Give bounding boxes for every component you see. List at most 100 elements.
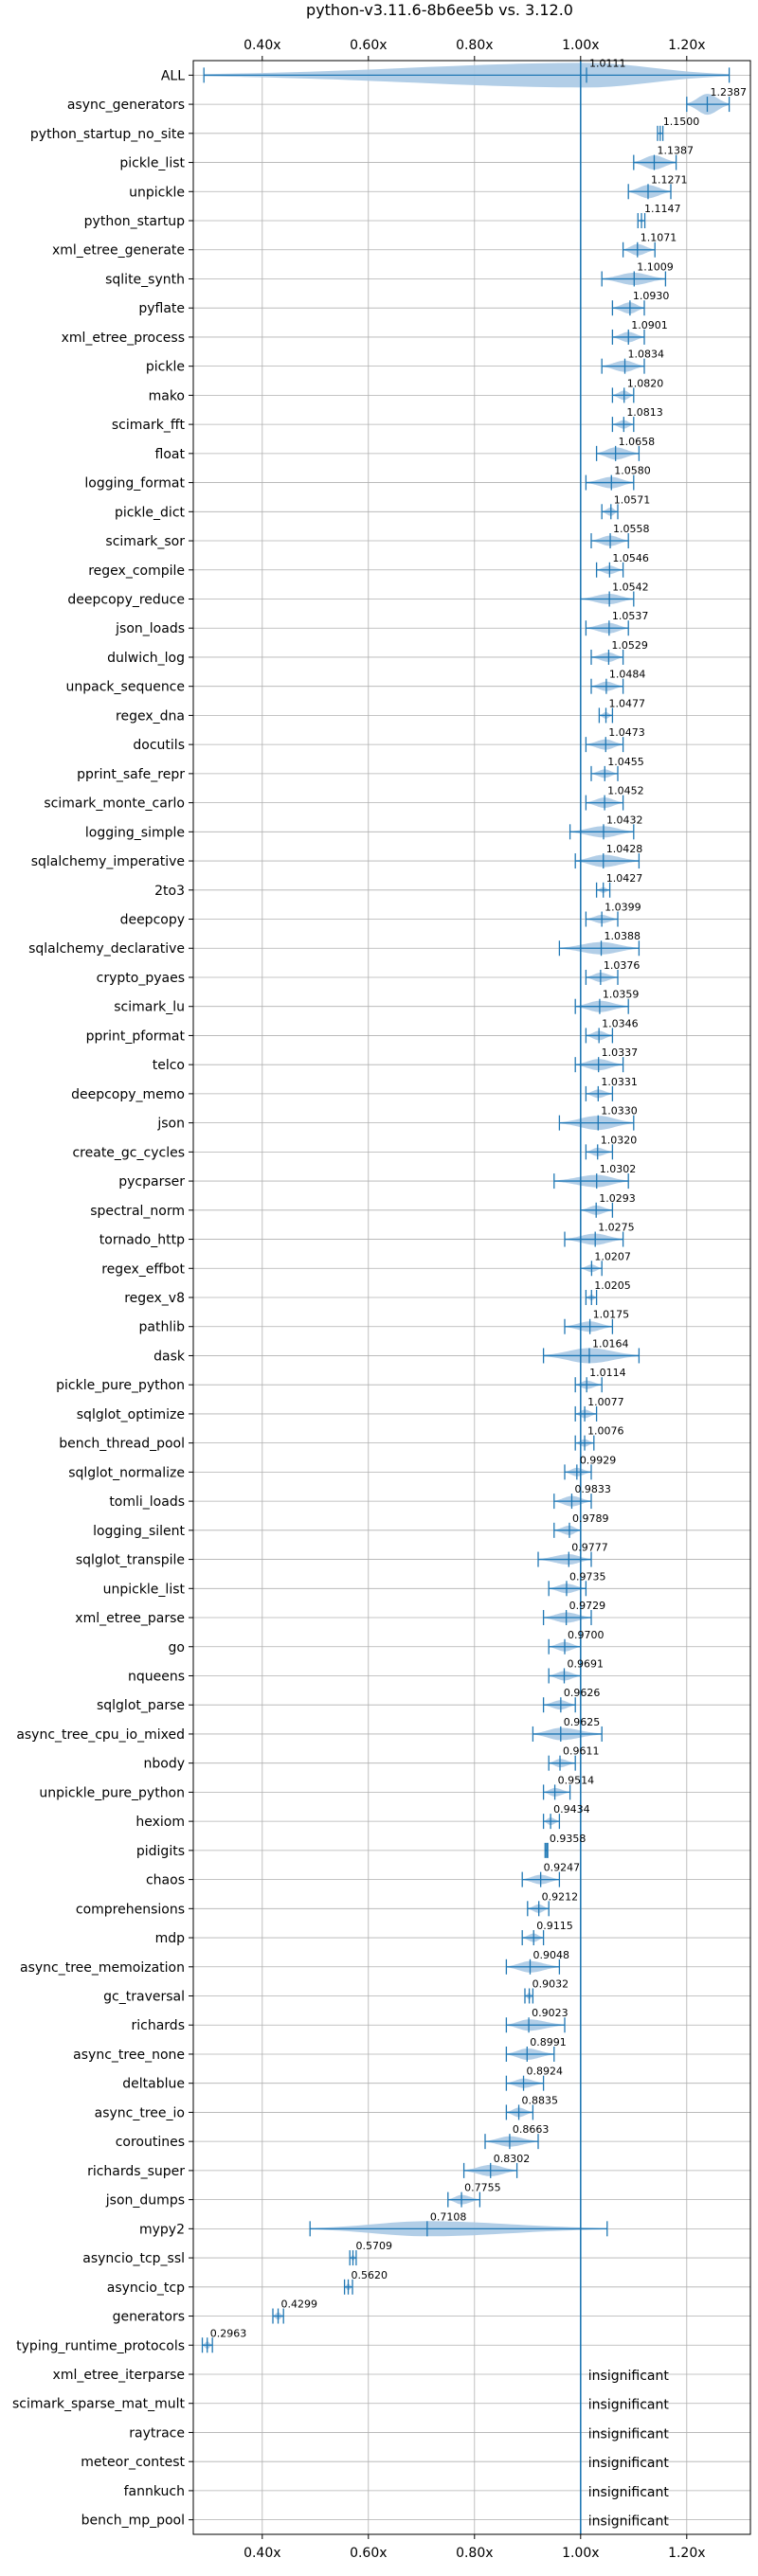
chart-title: python-v3.11.6-8b6ee5b vs. 3.12.0 bbox=[306, 1, 573, 19]
value-label: 1.0077 bbox=[587, 1396, 624, 1408]
insignificant-label: insignificant bbox=[588, 2369, 670, 2384]
x-tick-label-bottom: 1.20x bbox=[668, 2546, 705, 2561]
value-label: 1.0293 bbox=[599, 1192, 636, 1205]
x-tick-label-top: 0.40x bbox=[244, 38, 280, 53]
value-label: 1.0546 bbox=[612, 552, 649, 564]
benchmark-name-label: ALL bbox=[161, 68, 185, 83]
grid-layer bbox=[193, 61, 750, 2534]
value-label: 1.0813 bbox=[626, 406, 663, 419]
benchmark-name-label: regex_compile bbox=[88, 564, 185, 579]
value-label: 1.0558 bbox=[613, 523, 650, 535]
benchmark-name-label: deepcopy_memo bbox=[71, 1087, 185, 1102]
benchmark-name-label: tornado_http bbox=[99, 1233, 185, 1248]
value-label: 1.0388 bbox=[605, 930, 641, 942]
benchmark-name-label: unpickle_list bbox=[103, 1582, 186, 1597]
benchmark-name-label: logging_silent bbox=[93, 1524, 185, 1539]
value-label: 0.9833 bbox=[574, 1483, 611, 1495]
benchmark-name-label: async_tree_none bbox=[73, 2048, 185, 2063]
benchmark-name-label: typing_runtime_protocols bbox=[16, 2338, 185, 2353]
insignificant-label: insignificant bbox=[588, 2426, 670, 2442]
value-label: 0.9729 bbox=[569, 1600, 606, 1612]
x-tick-label-bottom: 0.40x bbox=[244, 2546, 280, 2561]
benchmark-name-label: pprint_pformat bbox=[86, 1029, 186, 1044]
value-label: 1.0537 bbox=[612, 610, 649, 622]
value-label: 0.7108 bbox=[430, 2210, 467, 2223]
value-label: 1.0164 bbox=[592, 1337, 629, 1350]
value-label: 0.9777 bbox=[571, 1542, 608, 1554]
value-label: 0.8924 bbox=[527, 2066, 564, 2078]
value-label: 1.1500 bbox=[663, 116, 700, 128]
violin-layer bbox=[201, 61, 731, 2534]
benchmark-name-label: richards bbox=[132, 2018, 186, 2033]
value-label: 0.5620 bbox=[352, 2269, 388, 2281]
benchmark-name-label: scimark_lu bbox=[114, 1000, 185, 1015]
benchmark-name-label: richards_super bbox=[87, 2164, 185, 2179]
benchmark-name-label: scimark_sor bbox=[105, 534, 185, 549]
value-label: 0.9115 bbox=[536, 1920, 573, 1932]
benchmark-name-label: 2to3 bbox=[154, 884, 185, 899]
axis-layer: 0.40x 0.40x 0.60x 0.60x 0.80x 0.80x 1.00x 1.00x… bbox=[12, 38, 706, 2561]
benchmark-name-label: asyncio_tcp bbox=[107, 2281, 185, 2296]
value-label: 0.8991 bbox=[530, 2036, 567, 2048]
benchmark-name-label: tomli_loads bbox=[109, 1494, 185, 1510]
benchmark-name-label: sqlalchemy_imperative bbox=[31, 854, 185, 869]
benchmark-name-label: pathlib bbox=[139, 1320, 186, 1335]
value-label: 1.0930 bbox=[633, 290, 670, 302]
benchmark-name-label: mdp bbox=[155, 1931, 186, 1946]
value-label: 0.9611 bbox=[563, 1745, 600, 1758]
value-label: 1.0428 bbox=[606, 843, 643, 855]
insignificant-label: insignificant bbox=[588, 2456, 670, 2471]
benchmark-name-label: dask bbox=[153, 1349, 186, 1364]
benchmark-name-label: go bbox=[169, 1640, 185, 1655]
benchmark-name-label: pickle_pure_python bbox=[56, 1378, 185, 1393]
x-tick-label-bottom: 1.00x bbox=[562, 2546, 599, 2561]
value-label: 1.0901 bbox=[631, 319, 668, 331]
value-label: 1.0455 bbox=[607, 756, 644, 768]
value-label: 1.0359 bbox=[603, 989, 640, 1001]
benchmark-name-label: generators bbox=[113, 2310, 185, 2325]
benchmark-name-label: coroutines bbox=[116, 2135, 185, 2150]
benchmark-name-label: bench_thread_pool bbox=[59, 1437, 185, 1452]
benchmark-name-label: scimark_monte_carlo bbox=[44, 796, 185, 812]
benchmark-name-label: scimark_sparse_mat_mult bbox=[12, 2397, 185, 2412]
value-label: 1.0452 bbox=[607, 785, 644, 797]
value-label: 1.0330 bbox=[601, 1105, 638, 1118]
value-label: 0.9212 bbox=[542, 1890, 579, 1903]
value-label: 1.0337 bbox=[602, 1046, 639, 1059]
value-label: 1.2387 bbox=[710, 86, 747, 98]
value-label: 1.0331 bbox=[601, 1076, 638, 1088]
benchmark-name-label: logging_simple bbox=[85, 825, 185, 840]
benchmark-name-label: create_gc_cycles bbox=[72, 1145, 185, 1160]
value-label: 1.0820 bbox=[627, 377, 664, 389]
benchmark-name-label: pycparser bbox=[118, 1174, 185, 1190]
x-tick-label-top: 1.00x bbox=[562, 38, 599, 53]
value-label: 1.1387 bbox=[657, 145, 694, 157]
benchmark-name-label: xml_etree_generate bbox=[52, 243, 185, 259]
value-label: 0.9626 bbox=[564, 1687, 601, 1699]
value-label: 1.0580 bbox=[614, 465, 651, 477]
value-label: 1.0320 bbox=[601, 1134, 638, 1146]
benchmark-name-label: python_startup_no_site bbox=[30, 127, 185, 142]
x-tick-label-bottom: 0.80x bbox=[456, 2546, 493, 2561]
benchmark-name-label: json bbox=[156, 1117, 185, 1132]
value-label: 0.9023 bbox=[532, 2007, 568, 2019]
benchmark-name-label: mypy2 bbox=[139, 2222, 185, 2237]
benchmark-name-label: mako bbox=[149, 388, 185, 403]
value-label: 1.0114 bbox=[589, 1367, 626, 1379]
value-label: 1.1009 bbox=[637, 260, 674, 273]
value-label: 1.0275 bbox=[598, 1222, 635, 1234]
benchmark-name-label: comprehensions bbox=[76, 1902, 185, 1917]
x-tick-label-bottom: 0.60x bbox=[350, 2546, 387, 2561]
value-label: 0.4299 bbox=[281, 2299, 318, 2311]
benchmark-name-label: meteor_contest bbox=[81, 2455, 185, 2470]
benchmark-name-label: dulwich_log bbox=[107, 651, 185, 666]
value-label: 0.9434 bbox=[553, 1803, 590, 1816]
benchmark-name-label: regex_effbot bbox=[101, 1261, 185, 1277]
value-label: 1.0542 bbox=[612, 581, 649, 593]
benchmark-name-label: sqlglot_optimize bbox=[77, 1407, 185, 1422]
value-label: 1.0473 bbox=[608, 726, 645, 739]
value-label: 1.0529 bbox=[611, 639, 648, 652]
benchmark-name-label: regex_v8 bbox=[124, 1291, 185, 1306]
